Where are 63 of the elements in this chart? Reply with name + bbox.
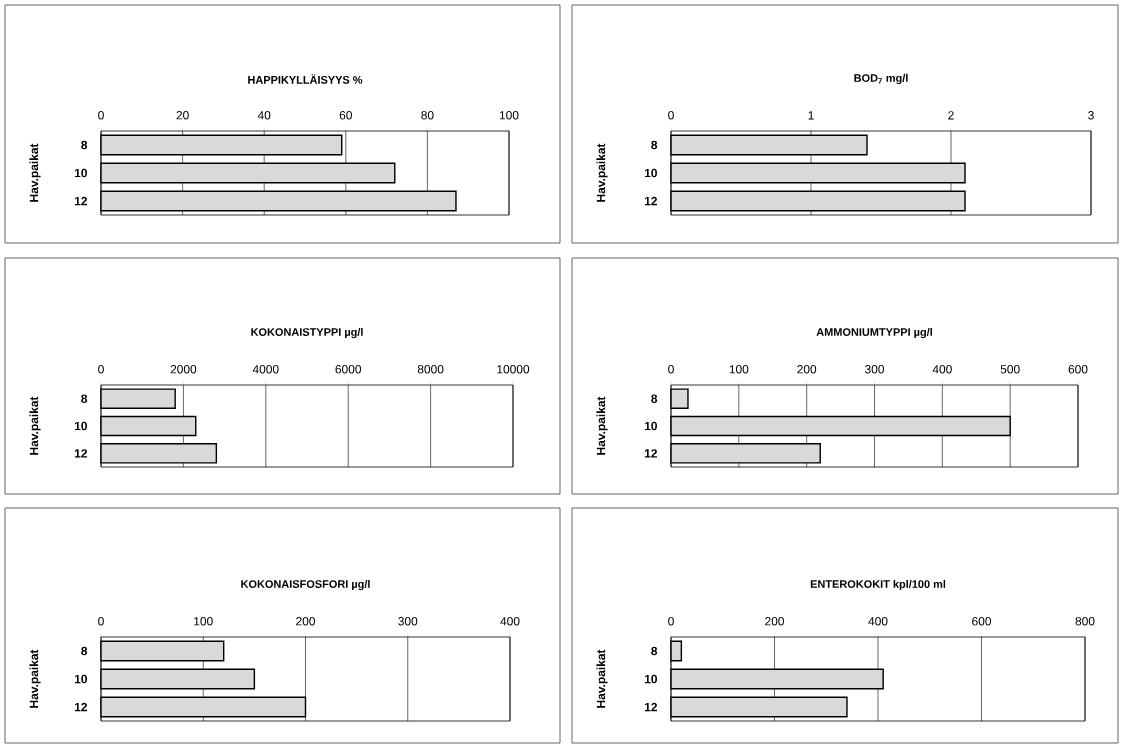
- y-tick-label: 10: [644, 168, 657, 178]
- x-tick-label: 200: [797, 365, 817, 374]
- y-tick-label: 12: [644, 196, 658, 206]
- x-tick-label: 8000: [417, 365, 444, 374]
- x-tick-label: 600: [1068, 365, 1088, 374]
- y-tick-label: 10: [74, 168, 87, 178]
- y-tick-label: 8: [651, 394, 658, 403]
- y-axis-title: Hav.paikat: [29, 396, 41, 455]
- y-tick-label: 10: [74, 421, 87, 431]
- chart-title: KOKONAISFOSFORI µg/l: [241, 579, 370, 591]
- x-tick-label: 100: [194, 617, 213, 626]
- y-tick-label: 12: [74, 702, 87, 712]
- chart-title: KOKONAISTYPPI µg/l: [251, 327, 363, 339]
- x-tick-label: 60: [339, 111, 352, 120]
- x-tick-label: 100: [729, 365, 749, 374]
- chart-title: HAPPIKYLLÄISYYS %: [248, 74, 363, 84]
- y-tick-label: 12: [74, 449, 87, 458]
- y-axis-title: Hav.paikat: [29, 649, 41, 708]
- x-tick-label: 800: [1075, 617, 1095, 626]
- x-tick-label: 2000: [170, 365, 197, 374]
- chart-title: BOD$_{7}$ mg/l: [854, 73, 908, 85]
- x-tick-label: 0: [98, 111, 104, 120]
- y-axis-title: Hav.paikat: [596, 143, 608, 202]
- x-tick-label: 2: [948, 111, 954, 120]
- x-tick-label: 0: [98, 365, 104, 374]
- y-tick-label: 8: [651, 140, 658, 150]
- x-tick-label: 10000: [497, 365, 530, 374]
- x-tick-label: 600: [972, 617, 992, 626]
- y-axis-title: Hav.paikat: [29, 143, 41, 202]
- x-tick-label: 500: [1000, 365, 1020, 374]
- x-tick-label: 0: [668, 111, 674, 120]
- x-tick-label: 1: [808, 111, 814, 120]
- y-tick-label: 8: [651, 646, 658, 656]
- x-tick-label: 100: [499, 111, 519, 120]
- y-tick-label: 8: [81, 646, 88, 656]
- x-tick-label: 4000: [252, 365, 279, 374]
- y-tick-label: 8: [81, 394, 88, 403]
- y-axis-title: Hav.paikat: [596, 396, 608, 455]
- x-tick-label: 0: [668, 617, 674, 626]
- x-tick-label: 200: [765, 617, 785, 626]
- x-tick-label: 6000: [335, 365, 362, 374]
- x-tick-label: 400: [868, 617, 888, 626]
- x-tick-label: 300: [398, 617, 418, 626]
- y-tick-label: 12: [644, 702, 658, 712]
- x-tick-label: 0: [668, 365, 674, 374]
- y-tick-label: 10: [74, 674, 87, 684]
- x-tick-label: 400: [932, 365, 952, 374]
- y-tick-label: 10: [644, 421, 657, 431]
- x-tick-label: 400: [500, 617, 520, 626]
- y-tick-label: 12: [74, 196, 87, 206]
- x-tick-label: 200: [296, 617, 316, 626]
- y-tick-label: 12: [644, 449, 658, 458]
- x-tick-label: 40: [257, 111, 271, 120]
- chart-title: ENTEROKOKIT kpl/100 ml: [810, 579, 946, 591]
- y-tick-label: 10: [644, 674, 657, 684]
- y-tick-label: 8: [81, 140, 88, 150]
- x-tick-label: 300: [864, 365, 885, 374]
- x-tick-label: 20: [176, 111, 189, 120]
- x-tick-label: 0: [98, 617, 104, 626]
- y-axis-title: Hav.paikat: [596, 649, 608, 708]
- chart-title: AMMONIUMTYPPI µg/l: [816, 327, 932, 339]
- x-tick-label: 80: [421, 111, 434, 120]
- x-tick-label: 3: [1088, 111, 1094, 120]
